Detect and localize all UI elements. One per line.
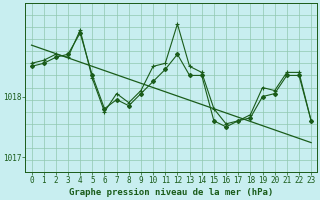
X-axis label: Graphe pression niveau de la mer (hPa): Graphe pression niveau de la mer (hPa) <box>69 188 274 197</box>
